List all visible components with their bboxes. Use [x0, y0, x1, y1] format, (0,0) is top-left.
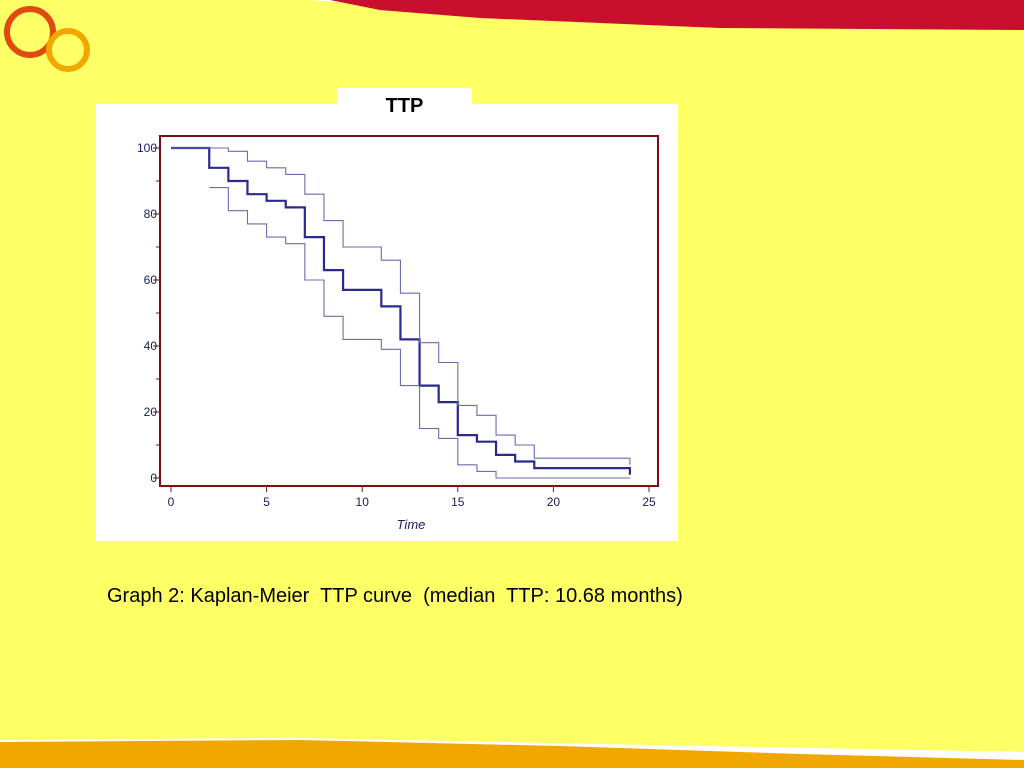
y-axis-ticks: 0 20 40 60 80 100	[137, 141, 160, 485]
x-tick-label: 15	[451, 495, 465, 509]
series-line-lower-confidence-limit	[209, 187, 630, 479]
x-tick-label: 20	[547, 495, 561, 509]
x-axis-label: Time	[397, 517, 426, 532]
y-tick-label: 40	[144, 339, 158, 353]
x-tick-label: 5	[263, 495, 270, 509]
chart-title: TTP	[385, 95, 424, 117]
y-tick-label: 100	[137, 141, 157, 155]
y-tick-label: 60	[144, 273, 158, 287]
x-tick-label: 0	[168, 495, 175, 509]
chart-title-tab	[337, 88, 472, 132]
y-tick-label: 0	[150, 471, 157, 485]
two-interlocking-rings-icon	[4, 6, 90, 72]
bottom-accent-band	[0, 738, 1024, 768]
x-tick-label: 10	[356, 495, 370, 509]
bottom-band-orange	[0, 740, 1024, 768]
y-tick-label: 20	[144, 405, 158, 419]
top-accent-band	[310, 0, 1024, 30]
series-line-upper-confidence-limit	[171, 147, 631, 465]
x-tick-label: 25	[642, 495, 656, 509]
series-line-estimate	[171, 146, 631, 475]
plot-lines	[171, 146, 631, 479]
plot-frame	[159, 135, 659, 487]
kaplan-meier-chart: 0 20 40 60 80 100 0 5 10 15 20 25 Time	[137, 135, 659, 532]
figure-caption: Graph 2: Kaplan-Meier TTP curve (median …	[107, 585, 683, 607]
top-band-red	[330, 0, 1024, 30]
x-axis-ticks: 0 5 10 15 20 25	[168, 486, 656, 509]
y-tick-label: 80	[144, 207, 158, 221]
